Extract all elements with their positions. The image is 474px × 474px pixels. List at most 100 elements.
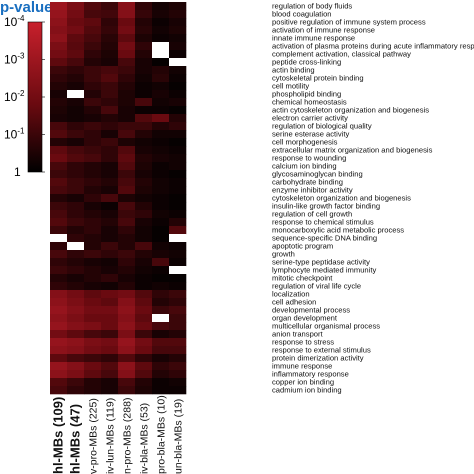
heatmap-cell [84, 58, 102, 67]
row-label: electron carrier activity [272, 113, 348, 122]
row-label: immune response [272, 361, 332, 370]
heatmap-cell [135, 202, 153, 211]
colorbar-tick-label: 10-4 [4, 14, 25, 29]
heatmap-cell [84, 2, 102, 11]
heatmap-cell [101, 338, 119, 347]
heatmap-cell [101, 66, 119, 75]
heatmap-cell [67, 306, 85, 315]
heatmap-cell [101, 186, 119, 195]
heatmap-cell [169, 98, 187, 107]
heatmap-cell [135, 362, 153, 371]
heatmap-cell [67, 106, 85, 115]
heatmap-cell [169, 82, 187, 91]
heatmap-cell [101, 218, 119, 227]
heatmap-cell [152, 42, 170, 51]
heatmap-cell [101, 274, 119, 283]
heatmap-cell [101, 130, 119, 139]
heatmap-cell [101, 266, 119, 275]
row-label: phospholipid binding [272, 89, 341, 98]
heatmap-cell [135, 98, 153, 107]
heatmap-cell [50, 114, 68, 123]
column-labels: hl-MBs (109) hl-MBs (47) v-pro-MBs (225) iv… [51, 395, 185, 474]
heatmap-cell [67, 154, 85, 163]
heatmap-cell [118, 18, 136, 27]
heatmap-cell [135, 138, 153, 147]
heatmap-cell [50, 42, 68, 51]
heatmap-cell [50, 250, 68, 259]
heatmap-cell [152, 74, 170, 83]
heatmap-cell [169, 330, 187, 339]
heatmap-cell [135, 162, 153, 171]
heatmap-cell [169, 122, 187, 131]
heatmap-cell [118, 322, 136, 331]
heatmap-cell [135, 330, 153, 339]
heatmap-cell [50, 370, 68, 379]
heatmap-cell [135, 290, 153, 299]
heatmap-cell [84, 306, 102, 315]
heatmap-cell [50, 162, 68, 171]
heatmap-cell [84, 218, 102, 227]
heatmap-cell [135, 274, 153, 283]
heatmap-cell [135, 266, 153, 275]
heatmap-cell [67, 178, 85, 187]
heatmap-cell [50, 306, 68, 315]
heatmap-cell [84, 122, 102, 131]
heatmap-cell [135, 282, 153, 291]
heatmap-cell [118, 10, 136, 19]
heatmap-cell [152, 346, 170, 355]
heatmap-cell [152, 10, 170, 19]
heatmap-cell [50, 90, 68, 99]
heatmap-cell [50, 98, 68, 107]
heatmap-cell [135, 130, 153, 139]
row-label: activation of immune response [272, 25, 375, 34]
heatmap-cell [101, 10, 119, 19]
heatmap-cell [118, 258, 136, 267]
heatmap-cell [152, 322, 170, 331]
heatmap-cell [101, 114, 119, 123]
heatmap-cell [169, 242, 187, 251]
colorbar-gradient [27, 21, 43, 173]
heatmap-cell [169, 2, 187, 11]
heatmap-cell [50, 74, 68, 83]
heatmap-cell [135, 322, 153, 331]
heatmap-cell [135, 210, 153, 219]
heatmap-cell [152, 138, 170, 147]
heatmap-cell [67, 186, 85, 195]
heatmap-cell [152, 226, 170, 235]
heatmap-cell [101, 178, 119, 187]
heatmap-cell [50, 58, 68, 67]
heatmap-cell [135, 194, 153, 203]
column-label: hl-MBs (109) [51, 397, 66, 474]
heatmap-cell [84, 74, 102, 83]
heatmap-cell [118, 98, 136, 107]
heatmap-cell [67, 250, 85, 259]
heatmap-cell [118, 298, 136, 307]
heatmap-cell [101, 26, 119, 35]
row-label: cell morphogenesis [272, 137, 338, 146]
heatmap-cell [84, 314, 102, 323]
heatmap-cell [169, 138, 187, 147]
row-label: regulation of body fluids [272, 1, 352, 10]
row-label: peptide cross-linking [272, 57, 341, 66]
heatmap-cell [84, 26, 102, 35]
heatmap-cell [67, 10, 85, 19]
heatmap-cell [67, 82, 85, 91]
heatmap-cell [101, 362, 119, 371]
heatmap-cell [118, 338, 136, 347]
heatmap-cell [67, 322, 85, 331]
row-label: response to chemical stimulus [272, 217, 374, 226]
heatmap-cell [50, 242, 68, 251]
heatmap-cell [84, 162, 102, 171]
heatmap-cell [152, 354, 170, 363]
heatmap-cell [118, 250, 136, 259]
heatmap-cell [169, 290, 187, 299]
heatmap-cell [84, 114, 102, 123]
heatmap-cell [67, 162, 85, 171]
heatmap-cell [101, 290, 119, 299]
heatmap-cell [169, 314, 187, 323]
heatmap-cell [84, 386, 102, 395]
heatmap-cell [152, 282, 170, 291]
heatmap-cell [118, 194, 136, 203]
heatmap-cell [84, 226, 102, 235]
heatmap-cell [84, 258, 102, 267]
